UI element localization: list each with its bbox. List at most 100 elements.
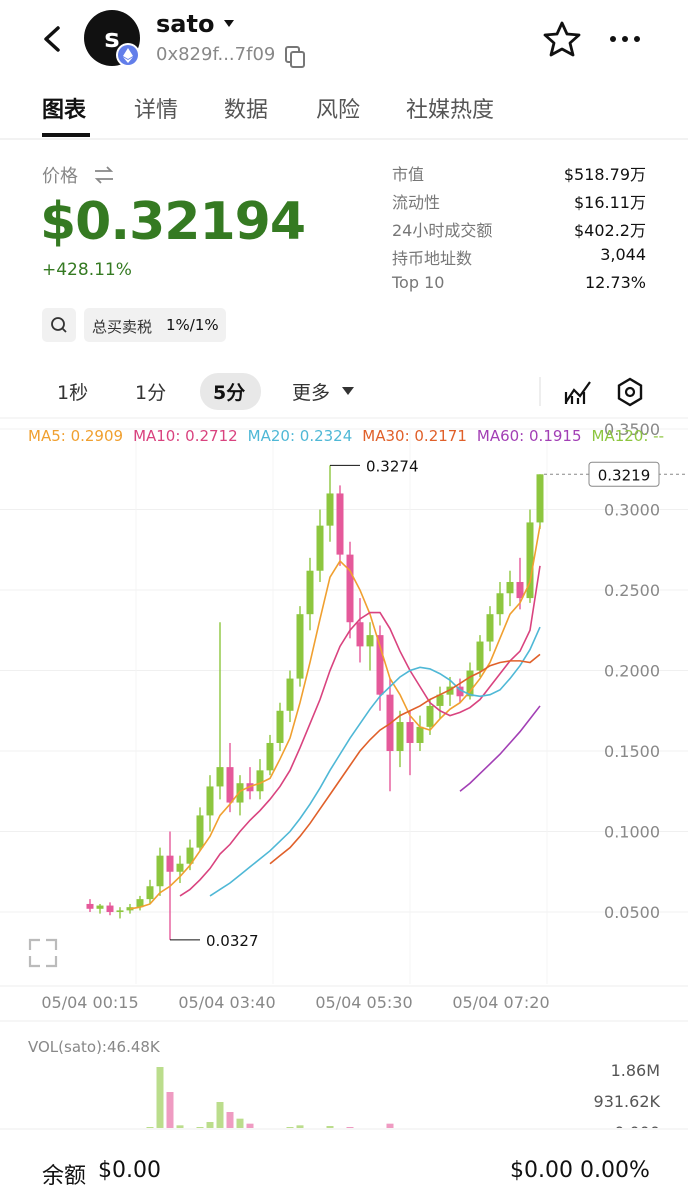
candle-body <box>276 710 284 743</box>
avatar-letter: s <box>104 24 119 54</box>
position-change: 0.00% <box>580 1158 650 1183</box>
balance-label: 余额 <box>42 1164 87 1189</box>
y-tick-label: 0.3500 <box>604 420 660 439</box>
candle-body <box>286 678 294 711</box>
x-tick-label: 05/04 07:20 <box>452 993 549 1012</box>
copy-icon[interactable] <box>290 51 305 68</box>
tab[interactable]: 详情 <box>134 98 179 123</box>
candle-body <box>116 910 124 913</box>
volume-bar <box>346 1127 354 1128</box>
volume-bar <box>246 1123 254 1128</box>
candle-body <box>506 581 514 594</box>
last-price-label: 0.3219 <box>598 466 651 484</box>
candle-body <box>476 641 484 671</box>
volume-bar <box>296 1125 304 1128</box>
ma-line <box>459 705 541 792</box>
legend-entry: MA120: -- <box>591 427 664 445</box>
candle-body <box>416 726 424 743</box>
price-label: 价格 <box>42 166 78 187</box>
legend-entry: MA30: 0.2171 <box>362 427 467 445</box>
tax-label: 总买卖税 <box>92 318 153 336</box>
candle-body <box>306 570 314 615</box>
candle-body <box>186 847 194 864</box>
candle-body <box>106 905 114 913</box>
candle-body <box>166 855 174 872</box>
stat-label: 流动性 <box>392 193 441 212</box>
candle-body <box>156 855 164 887</box>
dropdown-icon[interactable] <box>342 387 354 395</box>
y-tick-label: 0.1500 <box>604 742 660 761</box>
stat-label: 持币地址数 <box>392 249 473 268</box>
legend-entry: MA10: 0.2712 <box>133 427 238 445</box>
stat-value: $16.11万 <box>574 193 646 212</box>
expand-icon[interactable] <box>28 938 58 968</box>
price-value: $0.32194 <box>40 192 306 252</box>
price-change: +428.11% <box>42 260 132 280</box>
candle-body <box>496 593 504 615</box>
volume-tick-label: 1.86M <box>611 1061 660 1080</box>
token-name: sato <box>156 10 215 38</box>
max-label: 0.3274 <box>366 457 419 475</box>
interval[interactable]: 5分 <box>213 382 246 404</box>
star-icon[interactable] <box>543 21 581 57</box>
legend-entry: MA20: 0.2324 <box>247 427 353 445</box>
candle-body <box>486 614 494 642</box>
candle-body <box>406 722 414 743</box>
y-tick-label: 0.1000 <box>604 823 660 842</box>
interval[interactable]: 更多 <box>292 382 331 404</box>
candle-body <box>196 815 204 848</box>
candle-body <box>266 742 274 771</box>
ma-line <box>129 525 541 910</box>
y-tick-label: 0.0500 <box>604 903 660 922</box>
candle-body <box>206 786 214 816</box>
candle-body <box>516 581 524 599</box>
volume-bar <box>146 1127 154 1128</box>
candle-body <box>316 525 324 571</box>
search-icon <box>61 327 67 333</box>
interval[interactable]: 1分 <box>135 382 167 404</box>
tab[interactable]: 风险 <box>316 98 361 123</box>
candle-body <box>326 493 334 526</box>
tab[interactable]: 数据 <box>224 98 269 123</box>
swap-icon[interactable] <box>94 166 114 184</box>
volume-tick-label: 0.000 <box>614 1123 660 1142</box>
candle-body <box>216 767 224 787</box>
volume-bar <box>216 1102 224 1128</box>
candle-body <box>226 767 234 803</box>
volume-bar <box>386 1123 394 1128</box>
candle-body <box>136 899 144 908</box>
candle-body <box>436 694 444 706</box>
candle-body <box>366 635 374 647</box>
volume-bar <box>156 1067 164 1128</box>
search-chip[interactable] <box>42 308 76 342</box>
settings-icon[interactable] <box>617 377 643 407</box>
x-tick-label: 05/04 03:40 <box>178 993 275 1012</box>
volume-bar <box>286 1127 294 1128</box>
y-tick-label: 0.2000 <box>604 662 660 681</box>
candle-body <box>356 622 364 647</box>
candle-body <box>296 614 304 679</box>
eth-icon <box>123 48 133 63</box>
volume-bar <box>206 1122 214 1128</box>
candle-body <box>336 493 344 555</box>
stat-value: 3,044 <box>600 245 646 264</box>
candle-body <box>396 722 404 752</box>
candle-body <box>256 770 264 792</box>
token-address: 0x829f...7f09 <box>156 44 276 65</box>
dropdown-icon[interactable] <box>224 20 234 27</box>
back-icon[interactable] <box>44 26 60 52</box>
tab[interactable]: 社媒热度 <box>406 98 495 123</box>
search-icon <box>51 317 65 331</box>
volume-bar <box>166 1092 174 1128</box>
ma-line <box>209 626 541 897</box>
tab-underline <box>42 133 90 137</box>
last-price-box <box>588 461 660 487</box>
indicator-icon[interactable] <box>564 381 591 404</box>
more-icon[interactable] <box>610 36 640 42</box>
tab[interactable]: 图表 <box>42 98 87 123</box>
stat-value: $402.2万 <box>574 221 646 240</box>
interval[interactable]: 1秒 <box>57 382 89 404</box>
volume-bar <box>326 1126 334 1128</box>
candle-body <box>236 783 244 803</box>
